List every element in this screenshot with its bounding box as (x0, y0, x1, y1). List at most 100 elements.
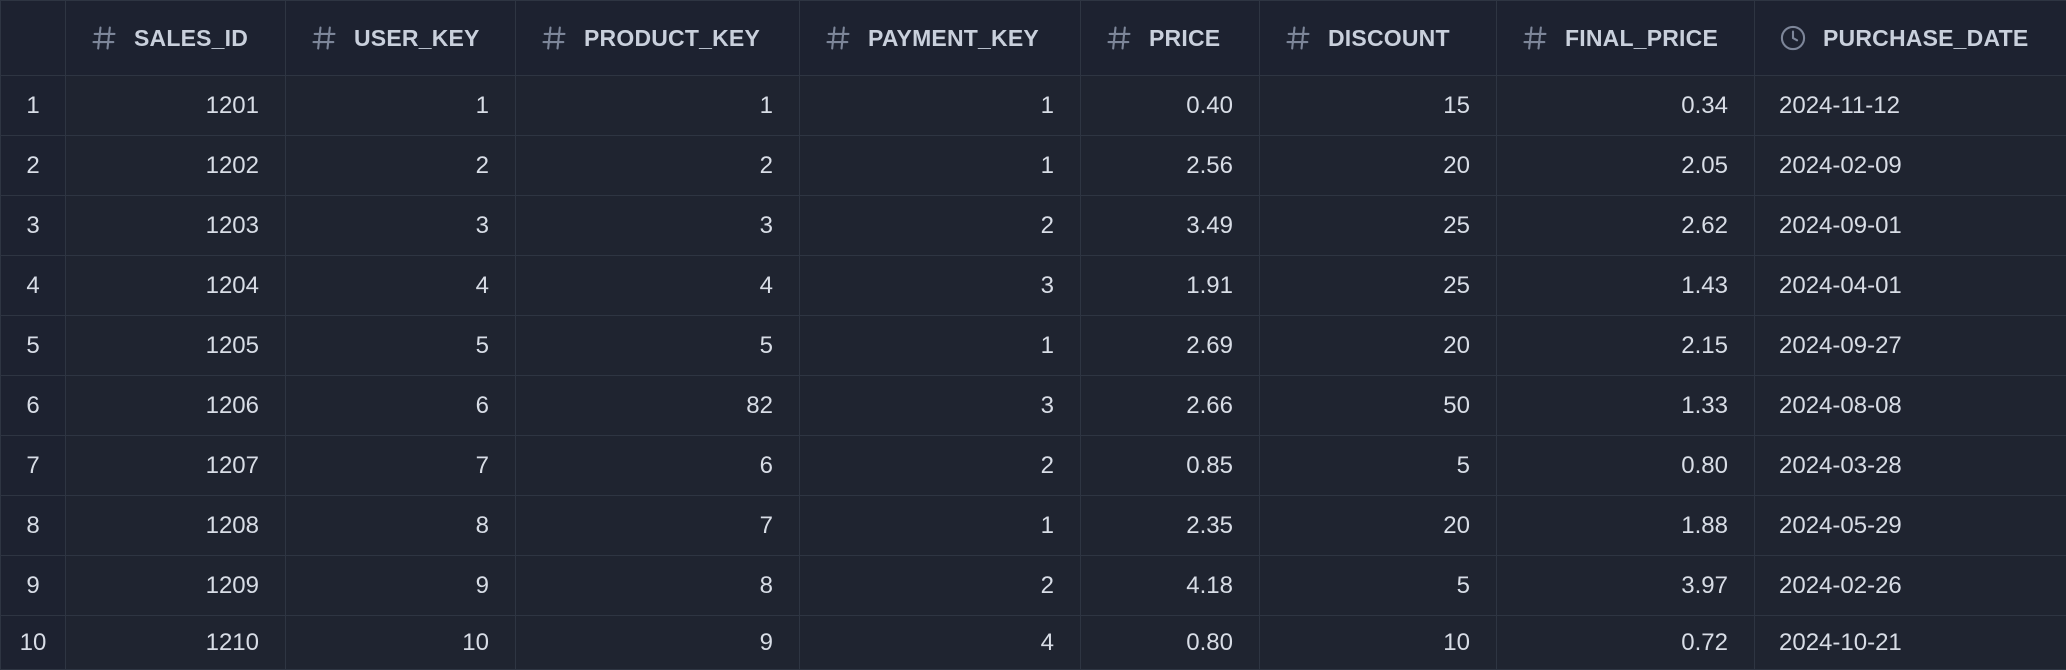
cell-discount[interactable]: 10 (1260, 616, 1497, 670)
cell-price[interactable]: 1.91 (1081, 256, 1260, 316)
cell-payment-key[interactable]: 2 (800, 196, 1081, 256)
cell-discount[interactable]: 15 (1260, 76, 1497, 136)
cell-sales-id[interactable]: 1208 (66, 496, 286, 556)
cell-payment-key[interactable]: 3 (800, 376, 1081, 436)
cell-user-key[interactable]: 5 (286, 316, 516, 376)
cell-sales-id[interactable]: 1207 (66, 436, 286, 496)
cell-price[interactable]: 0.40 (1081, 76, 1260, 136)
cell-discount[interactable]: 50 (1260, 376, 1497, 436)
table-row[interactable]: 2 1202 2 2 1 2.56 20 2.05 2024-02-09 (1, 136, 2066, 196)
cell-sales-id[interactable]: 1202 (66, 136, 286, 196)
cell-user-key[interactable]: 6 (286, 376, 516, 436)
cell-sales-id[interactable]: 1206 (66, 376, 286, 436)
cell-final-price[interactable]: 3.97 (1497, 556, 1755, 616)
column-header-sales-id[interactable]: SALES_ID (66, 1, 286, 76)
cell-final-price[interactable]: 2.05 (1497, 136, 1755, 196)
column-header-purchase-date[interactable]: PURCHASE_DATE (1755, 1, 2066, 76)
cell-payment-key[interactable]: 1 (800, 136, 1081, 196)
cell-product-key[interactable]: 2 (516, 136, 800, 196)
cell-sales-id[interactable]: 1205 (66, 316, 286, 376)
cell-price[interactable]: 4.18 (1081, 556, 1260, 616)
column-header-user-key[interactable]: USER_KEY (286, 1, 516, 76)
column-header-price[interactable]: PRICE (1081, 1, 1260, 76)
cell-sales-id[interactable]: 1210 (66, 616, 286, 670)
cell-final-price[interactable]: 1.33 (1497, 376, 1755, 436)
cell-price[interactable]: 2.69 (1081, 316, 1260, 376)
column-header-product-key[interactable]: PRODUCT_KEY (516, 1, 800, 76)
column-header-final-price[interactable]: FINAL_PRICE (1497, 1, 1755, 76)
table-row[interactable]: 6 1206 6 82 3 2.66 50 1.33 2024-08-08 (1, 376, 2066, 436)
cell-price[interactable]: 0.85 (1081, 436, 1260, 496)
cell-sales-id[interactable]: 1201 (66, 76, 286, 136)
table-row[interactable]: 4 1204 4 4 3 1.91 25 1.43 2024-04-01 (1, 256, 2066, 316)
cell-product-key[interactable]: 82 (516, 376, 800, 436)
cell-sales-id[interactable]: 1203 (66, 196, 286, 256)
cell-discount[interactable]: 20 (1260, 316, 1497, 376)
cell-product-key[interactable]: 5 (516, 316, 800, 376)
cell-product-key[interactable]: 1 (516, 76, 800, 136)
cell-purchase-date[interactable]: 2024-09-01 (1755, 196, 2066, 256)
table-row[interactable]: 9 1209 9 8 2 4.18 5 3.97 2024-02-26 (1, 556, 2066, 616)
cell-final-price[interactable]: 0.80 (1497, 436, 1755, 496)
cell-purchase-date[interactable]: 2024-02-09 (1755, 136, 2066, 196)
cell-purchase-date[interactable]: 2024-03-28 (1755, 436, 2066, 496)
cell-user-key[interactable]: 8 (286, 496, 516, 556)
cell-user-key[interactable]: 2 (286, 136, 516, 196)
cell-payment-key[interactable]: 1 (800, 76, 1081, 136)
cell-purchase-date[interactable]: 2024-11-12 (1755, 76, 2066, 136)
table-row[interactable]: 8 1208 8 7 1 2.35 20 1.88 2024-05-29 (1, 496, 2066, 556)
table-row[interactable]: 3 1203 3 3 2 3.49 25 2.62 2024-09-01 (1, 196, 2066, 256)
cell-product-key[interactable]: 7 (516, 496, 800, 556)
cell-price[interactable]: 2.56 (1081, 136, 1260, 196)
cell-purchase-date[interactable]: 2024-09-27 (1755, 316, 2066, 376)
cell-user-key[interactable]: 4 (286, 256, 516, 316)
cell-purchase-date[interactable]: 2024-04-01 (1755, 256, 2066, 316)
cell-product-key[interactable]: 6 (516, 436, 800, 496)
cell-payment-key[interactable]: 4 (800, 616, 1081, 670)
cell-price[interactable]: 2.66 (1081, 376, 1260, 436)
cell-product-key[interactable]: 9 (516, 616, 800, 670)
cell-purchase-date[interactable]: 2024-05-29 (1755, 496, 2066, 556)
cell-discount[interactable]: 5 (1260, 556, 1497, 616)
cell-final-price[interactable]: 1.43 (1497, 256, 1755, 316)
cell-payment-key[interactable]: 3 (800, 256, 1081, 316)
column-header-discount[interactable]: DISCOUNT (1260, 1, 1497, 76)
cell-final-price[interactable]: 0.72 (1497, 616, 1755, 670)
hash-icon (540, 24, 568, 52)
cell-final-price[interactable]: 0.34 (1497, 76, 1755, 136)
cell-sales-id[interactable]: 1204 (66, 256, 286, 316)
cell-discount[interactable]: 20 (1260, 496, 1497, 556)
table-row[interactable]: 7 1207 7 6 2 0.85 5 0.80 2024-03-28 (1, 436, 2066, 496)
cell-price[interactable]: 2.35 (1081, 496, 1260, 556)
cell-final-price[interactable]: 2.15 (1497, 316, 1755, 376)
cell-price[interactable]: 3.49 (1081, 196, 1260, 256)
cell-discount[interactable]: 25 (1260, 256, 1497, 316)
column-header-payment-key[interactable]: PAYMENT_KEY (800, 1, 1081, 76)
cell-purchase-date[interactable]: 2024-02-26 (1755, 556, 2066, 616)
cell-user-key[interactable]: 9 (286, 556, 516, 616)
cell-discount[interactable]: 5 (1260, 436, 1497, 496)
cell-final-price[interactable]: 2.62 (1497, 196, 1755, 256)
cell-payment-key[interactable]: 1 (800, 496, 1081, 556)
header-row: SALES_ID USER_KEY PRODUCT_KEY PAYMENT_KE… (1, 1, 2066, 76)
cell-purchase-date[interactable]: 2024-10-21 (1755, 616, 2066, 670)
cell-user-key[interactable]: 10 (286, 616, 516, 670)
cell-product-key[interactable]: 4 (516, 256, 800, 316)
cell-user-key[interactable]: 7 (286, 436, 516, 496)
cell-discount[interactable]: 25 (1260, 196, 1497, 256)
table-row[interactable]: 5 1205 5 5 1 2.69 20 2.15 2024-09-27 (1, 316, 2066, 376)
cell-discount[interactable]: 20 (1260, 136, 1497, 196)
cell-sales-id[interactable]: 1209 (66, 556, 286, 616)
cell-user-key[interactable]: 1 (286, 76, 516, 136)
cell-product-key[interactable]: 8 (516, 556, 800, 616)
table-row[interactable]: 1 1201 1 1 1 0.40 15 0.34 2024-11-12 (1, 76, 2066, 136)
cell-payment-key[interactable]: 1 (800, 316, 1081, 376)
cell-purchase-date[interactable]: 2024-08-08 (1755, 376, 2066, 436)
cell-payment-key[interactable]: 2 (800, 436, 1081, 496)
cell-payment-key[interactable]: 2 (800, 556, 1081, 616)
table-row[interactable]: 10 1210 10 9 4 0.80 10 0.72 2024-10-21 (1, 616, 2066, 670)
cell-price[interactable]: 0.80 (1081, 616, 1260, 670)
cell-user-key[interactable]: 3 (286, 196, 516, 256)
cell-final-price[interactable]: 1.88 (1497, 496, 1755, 556)
cell-product-key[interactable]: 3 (516, 196, 800, 256)
